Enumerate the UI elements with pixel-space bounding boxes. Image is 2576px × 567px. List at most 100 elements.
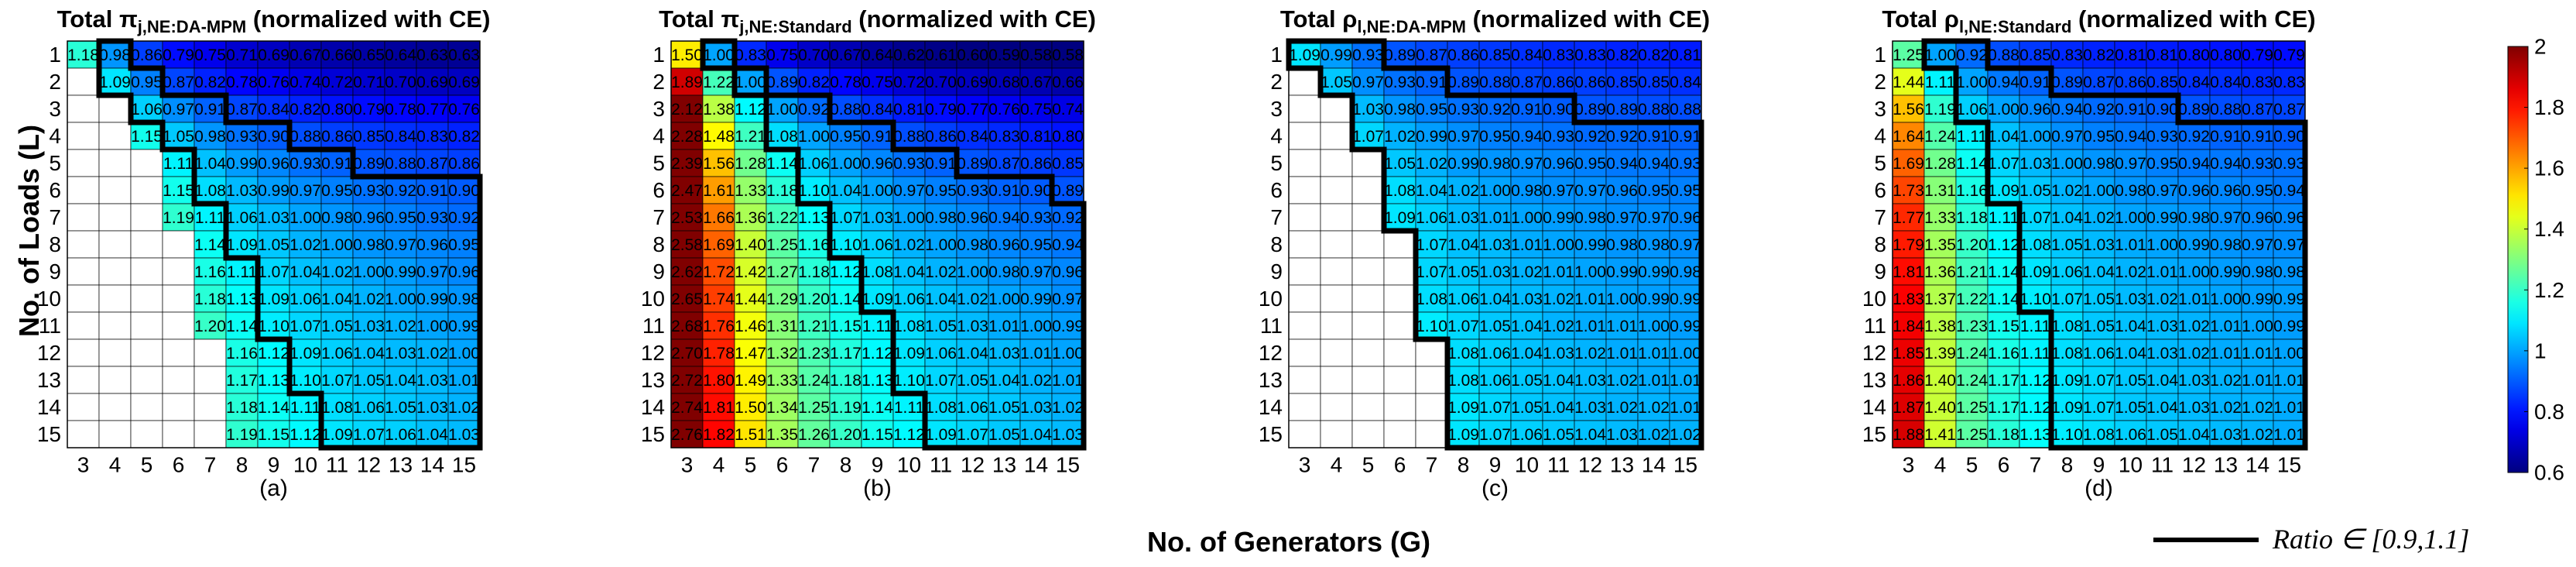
cell-value: 0.83 (1543, 46, 1574, 64)
cell-value: 1.78 (703, 345, 735, 363)
cell-value: 0.93 (957, 182, 988, 200)
cell-value: 2.74 (671, 399, 703, 417)
cell-value: 2.39 (671, 155, 703, 173)
cell-value: 1.12 (289, 426, 321, 444)
heatmap-cell (1510, 67, 1543, 96)
heatmap-cell (162, 122, 195, 150)
cell-value: 1.09 (1447, 426, 1479, 444)
cell-value: 0.93 (2146, 128, 2178, 146)
x-tick-label: 10 (293, 453, 317, 477)
heatmap-cell (988, 420, 1021, 448)
heatmap-panel-c: Total ρl,NE:DA-MPM (normalized with CE) 1… (1259, 5, 1710, 501)
heatmap-cell (2146, 284, 2179, 313)
heatmap-cell (1605, 420, 1639, 448)
y-tick-label: 5 (1270, 151, 1283, 175)
heatmap-cell (2114, 338, 2147, 367)
empty-cell (67, 149, 100, 177)
cell-value: 1.19 (163, 209, 194, 227)
cell-value: 1.06 (1511, 426, 1543, 444)
cell-value: 0.82 (1638, 46, 1670, 64)
heatmap-cell (1987, 122, 2020, 150)
heatmap-cell (2241, 149, 2274, 177)
heatmap-cell (1892, 420, 1925, 448)
heatmap-cell (924, 338, 957, 367)
cell-value: 0.93 (416, 209, 448, 227)
cell-value: 0.98 (2210, 236, 2242, 254)
heatmap-cell (702, 311, 735, 340)
cell-value: 0.94 (2178, 155, 2210, 173)
cell-value: 0.66 (1052, 74, 1084, 91)
cell-value: 0.69 (957, 74, 988, 91)
cell-value: 0.83 (2051, 46, 2083, 64)
cell-value: 1.09 (2051, 372, 2083, 390)
heatmap-cell (2241, 420, 2274, 448)
x-tick-label: 8 (2061, 453, 2074, 477)
cell-value: 1.00 (1988, 101, 2019, 119)
empty-cell (1288, 257, 1321, 286)
heatmap-cell (1892, 40, 1925, 69)
cell-value: 0.99 (2273, 318, 2305, 335)
heatmap-cell (1605, 40, 1639, 69)
cell-value: 1.87 (1893, 399, 1924, 417)
cell-value: 0.93 (289, 155, 321, 173)
cell-value: 1.29 (766, 290, 798, 308)
cell-value: 0.90 (2273, 128, 2305, 146)
cell-value: 1.23 (1956, 318, 1988, 335)
heatmap-cell (1923, 338, 1957, 367)
heatmap-cell (734, 393, 767, 421)
cell-value: 1.04 (194, 155, 226, 173)
cell-value: 0.84 (862, 101, 893, 119)
heatmap-cell (988, 284, 1021, 313)
heatmap-cell (2273, 284, 2306, 313)
cell-value: 1.04 (1416, 182, 1447, 200)
cell-value: 0.63 (416, 46, 448, 64)
cell-value: 0.86 (925, 128, 957, 146)
heatmap-cell (289, 203, 322, 232)
empty-cell (162, 284, 195, 313)
empty-cell (98, 284, 132, 313)
heatmap-cell (956, 393, 989, 421)
cell-value: 1.03 (353, 318, 385, 335)
x-tick-label: 10 (2119, 453, 2143, 477)
heatmap-cell (1510, 257, 1543, 286)
cell-value: 1.02 (2115, 263, 2146, 281)
cell-value: 1.09 (258, 290, 289, 308)
cell-value: 0.99 (258, 182, 289, 200)
cell-value: 0.92 (1052, 209, 1084, 227)
heatmap-cell (289, 149, 322, 177)
empty-cell (130, 149, 163, 177)
heatmap-cell (1542, 94, 1575, 123)
cell-value: 1.04 (2146, 372, 2178, 390)
cell-value: 0.98 (99, 46, 131, 64)
heatmap-cell (734, 366, 767, 394)
cell-value: 1.02 (321, 263, 353, 281)
empty-cell (1288, 284, 1321, 313)
cell-value: 1.07 (353, 426, 385, 444)
heatmap-cell (320, 122, 354, 150)
cell-value: 0.86 (1543, 74, 1574, 91)
y-tick-label: 6 (49, 178, 61, 202)
empty-cell (194, 420, 227, 448)
cell-value: 1.85 (1893, 345, 1924, 363)
y-tick-label: 13 (37, 368, 61, 392)
panel-title: Total πj,NE:Standard (normalized with CE… (659, 5, 1096, 36)
cell-value: 0.95 (131, 74, 163, 91)
cell-value: 1.03 (2019, 155, 2051, 173)
cell-value: 0.93 (1670, 155, 1701, 173)
cell-value: 1.76 (703, 318, 735, 335)
heatmap-cell (829, 284, 862, 313)
cell-value: 0.98 (2273, 263, 2305, 281)
cell-value: 1.02 (1511, 263, 1543, 281)
y-tick-label: 12 (1259, 341, 1283, 365)
cell-value: 1.04 (1988, 128, 2019, 146)
x-tick-label: 6 (776, 453, 789, 477)
heatmap-cell (766, 230, 799, 259)
cell-value: 1.33 (1924, 209, 1956, 227)
cell-value: 0.98 (1384, 101, 1416, 119)
heatmap-cell (702, 176, 735, 204)
cell-value: 1.00 (1670, 345, 1701, 363)
heatmap-cell (1923, 393, 1957, 421)
cell-value: 1.05 (2115, 372, 2146, 390)
cell-value: 1.01 (2273, 372, 2305, 390)
cell-value: 1.01 (2178, 290, 2210, 308)
